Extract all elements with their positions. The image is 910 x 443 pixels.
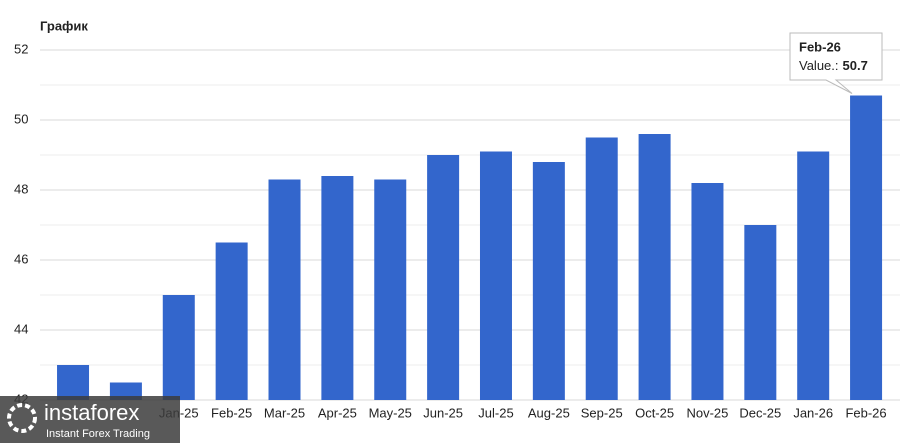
bar (162, 295, 195, 400)
bar (691, 183, 724, 400)
tooltip-value: Value.: 50.7 (799, 58, 868, 73)
tooltip-number: 50.7 (843, 58, 868, 73)
bar (532, 162, 565, 400)
x-tick-label: Aug-25 (528, 405, 570, 420)
bar (850, 95, 883, 400)
bar (109, 382, 142, 400)
x-tick-label: Nov-25 (686, 405, 728, 420)
bar (479, 151, 512, 400)
watermark-tagline: Instant Forex Trading (46, 428, 150, 440)
y-tick-label: 50 (14, 111, 28, 126)
x-tick-label: May-25 (369, 405, 412, 420)
tooltip-category: Feb-26 (799, 39, 841, 54)
y-tick-label: 52 (14, 41, 28, 56)
x-tick-label: Feb-26 (845, 405, 886, 420)
x-tick-label: Jan-26 (793, 405, 833, 420)
tooltip: Feb-26 Value.: 50.7 (789, 32, 883, 94)
x-tick-label: Feb-25 (211, 405, 252, 420)
bar (268, 179, 301, 400)
bar (57, 365, 90, 400)
y-tick-label: 48 (14, 181, 28, 196)
bar (215, 242, 248, 400)
watermark: instaforex Instant Forex Trading (0, 396, 180, 443)
watermark-brand: instaforex (44, 400, 139, 425)
x-tick-label: Oct-25 (635, 405, 674, 420)
y-tick-label: 46 (14, 251, 28, 266)
bar (638, 134, 671, 400)
bar (427, 155, 460, 400)
bar (797, 151, 830, 400)
bar (744, 225, 777, 400)
y-tick-label: 44 (14, 321, 28, 336)
tooltip-label: Value.: (799, 58, 839, 73)
watermark-box (0, 396, 180, 443)
bar (321, 176, 354, 400)
x-tick-label: Mar-25 (264, 405, 305, 420)
x-tick-label: Jul-25 (478, 405, 513, 420)
x-tick-label: Sep-25 (581, 405, 623, 420)
bar (374, 179, 407, 400)
watermark-logo (7, 403, 37, 433)
x-tick-label: Dec-25 (739, 405, 781, 420)
x-tick-label: Jun-25 (423, 405, 463, 420)
tooltip-box (789, 32, 883, 94)
x-tick-label: Apr-25 (318, 405, 357, 420)
chart-title: График (40, 18, 88, 33)
bar (585, 137, 618, 400)
